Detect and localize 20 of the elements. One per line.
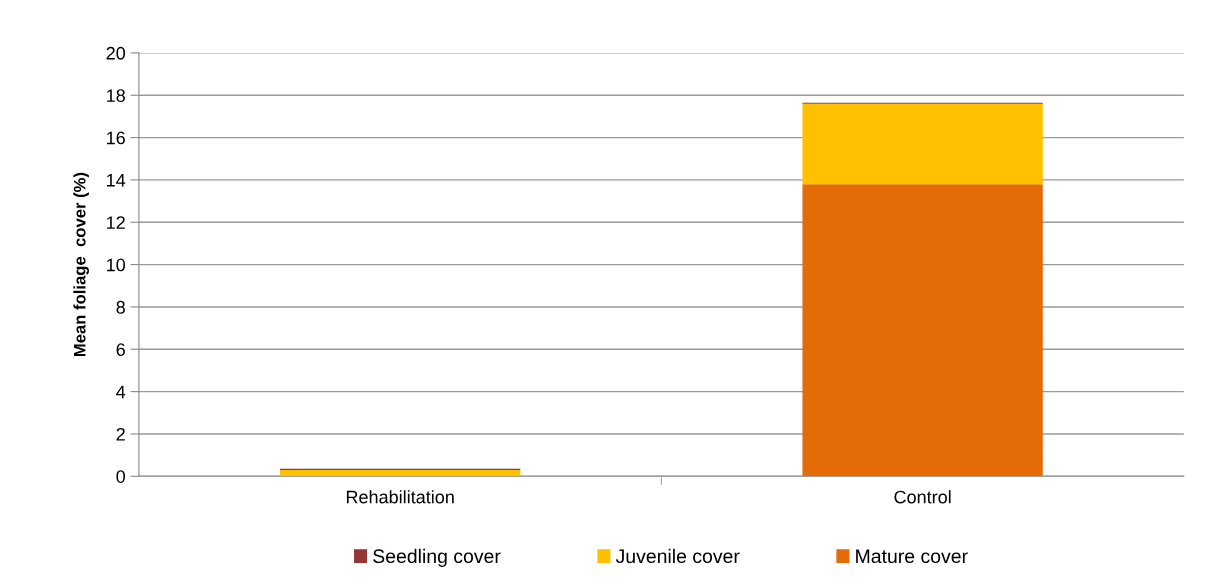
bar bbox=[279, 469, 521, 477]
y-tick-label: 18 bbox=[107, 89, 125, 102]
y-tick-label: 20 bbox=[106, 46, 126, 60]
bar bbox=[802, 184, 1043, 477]
y-tick-label: 2 bbox=[116, 427, 125, 441]
legend-label: Juvenile cover bbox=[615, 548, 740, 564]
y-tick-label: 0 bbox=[116, 470, 126, 483]
y-tick-label: 14 bbox=[107, 174, 126, 187]
legend-label: Mature cover bbox=[856, 549, 968, 564]
y-tick-label: 12 bbox=[107, 216, 125, 229]
y-tick-label: 4 bbox=[116, 385, 126, 399]
y-tick-label: 10 bbox=[107, 258, 126, 272]
x-tick-label: Rehabilitation bbox=[346, 490, 454, 504]
bar bbox=[802, 103, 1043, 185]
y-tick-label: 8 bbox=[116, 300, 125, 314]
x-tick-label: Control bbox=[894, 490, 951, 504]
y-tick-label: 16 bbox=[107, 131, 125, 145]
y-tick-label: 6 bbox=[116, 343, 125, 356]
y-axis-title: Mean foliage cover (%) bbox=[73, 172, 89, 357]
legend-label: Seedling cover bbox=[373, 548, 501, 567]
